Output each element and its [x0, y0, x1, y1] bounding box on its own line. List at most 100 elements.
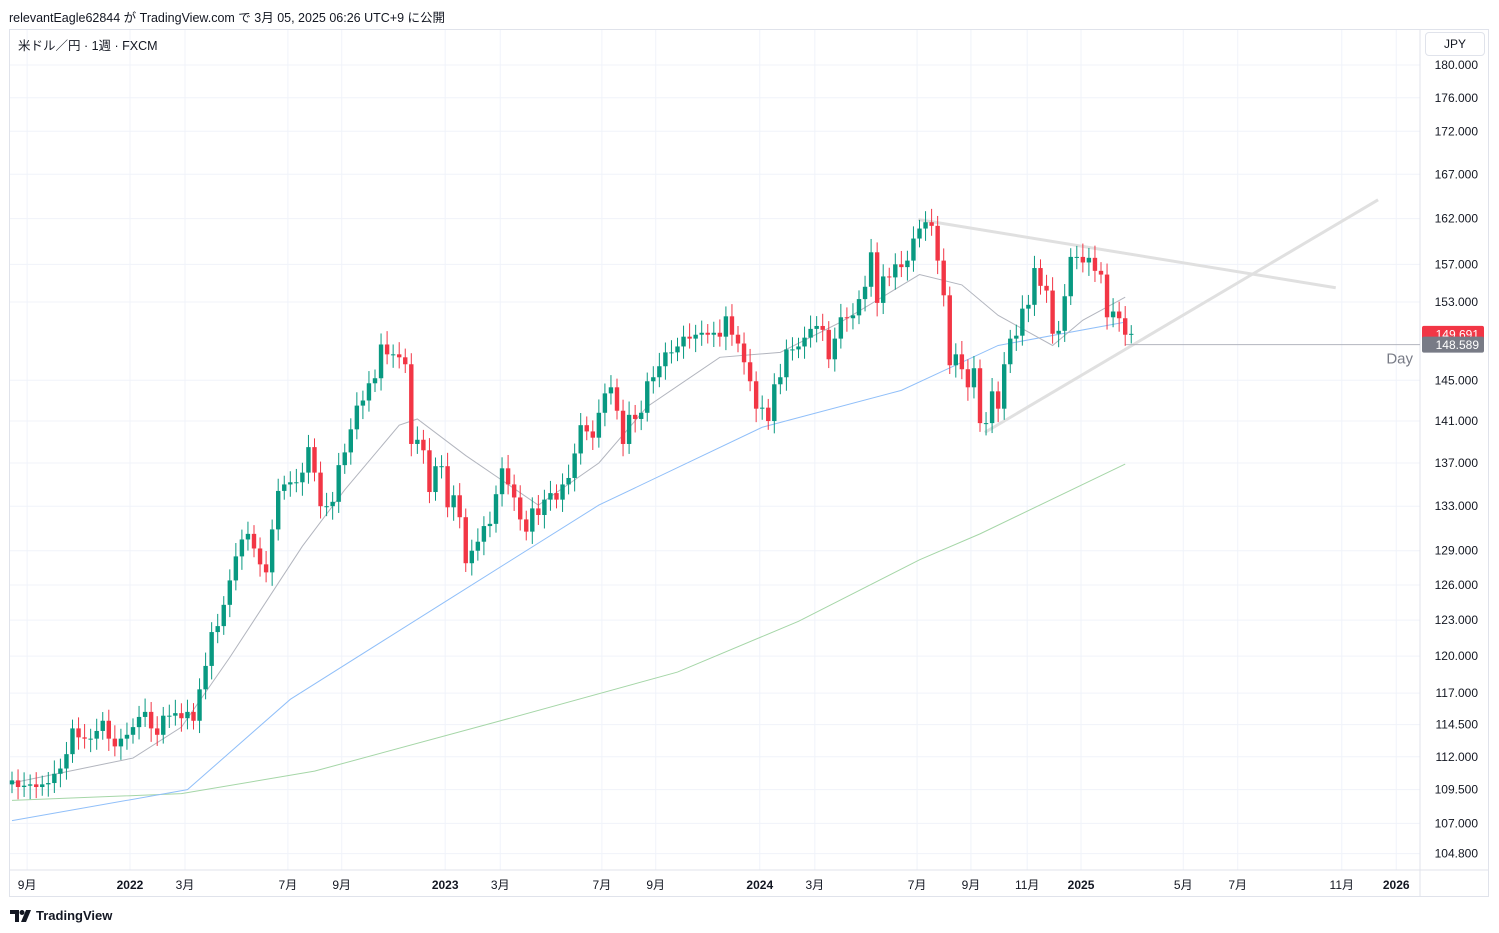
candle-body — [560, 484, 565, 500]
candle-body — [173, 713, 178, 716]
y-tick-label: 123.000 — [1435, 613, 1479, 627]
candle-body — [263, 564, 269, 573]
candle — [1080, 243, 1086, 273]
candle-body — [282, 484, 287, 491]
candle — [850, 303, 856, 330]
candle — [354, 392, 360, 440]
candle — [445, 452, 450, 518]
x-tick-label: 9月 — [646, 878, 665, 892]
x-tick-label: 3月 — [176, 878, 195, 892]
candle-body — [46, 783, 51, 785]
candle — [717, 319, 723, 347]
candle-body — [239, 539, 245, 557]
candle — [778, 363, 783, 395]
candle-body — [699, 332, 704, 335]
candle — [288, 471, 293, 497]
candle — [1123, 306, 1128, 346]
x-tick-label: 2025 — [1068, 878, 1095, 892]
candle — [518, 485, 523, 531]
y-tick-label: 109.500 — [1435, 783, 1479, 797]
candle-body — [439, 466, 444, 468]
candle-body — [233, 556, 239, 581]
x-tick-label: 2026 — [1383, 878, 1410, 892]
candle-body — [1080, 256, 1086, 263]
candle — [1056, 320, 1061, 348]
candle — [766, 398, 771, 430]
candle-body — [1056, 330, 1061, 334]
y-tick-label: 126.000 — [1435, 578, 1479, 592]
candle — [1116, 301, 1122, 332]
candle-body — [578, 425, 583, 454]
candle — [330, 491, 335, 520]
candle-body — [1020, 308, 1025, 336]
moving-average-mid — [11, 321, 1126, 822]
candle — [1074, 245, 1079, 270]
candle-body — [245, 533, 251, 540]
candle-body — [784, 349, 789, 378]
tradingview-logo[interactable]: TradingView — [10, 908, 112, 923]
candle — [614, 378, 620, 420]
candle-body — [451, 495, 456, 508]
candle — [620, 399, 626, 457]
candle — [923, 211, 928, 241]
candle — [814, 316, 819, 343]
candle-body — [941, 260, 946, 296]
candle — [505, 454, 511, 495]
moving-average-short — [11, 274, 1126, 784]
candle-body — [947, 295, 952, 366]
candle-body — [457, 495, 462, 518]
candle-body — [705, 332, 710, 335]
candle-body — [88, 738, 93, 740]
candle — [227, 569, 232, 618]
candle-body — [572, 453, 577, 478]
candle — [167, 704, 172, 728]
candle — [596, 399, 602, 448]
candle — [142, 698, 148, 727]
currency-button[interactable]: JPY — [1425, 32, 1485, 56]
candle-body — [1092, 257, 1098, 271]
candle — [959, 340, 965, 380]
candle-body — [312, 447, 317, 473]
candle-body — [766, 407, 771, 422]
candle — [209, 622, 214, 680]
candle-body — [1098, 270, 1104, 275]
candle — [360, 390, 366, 420]
candle-body — [481, 526, 487, 542]
candle-body — [530, 508, 535, 532]
candle-body — [82, 737, 87, 739]
candle — [772, 373, 777, 434]
candle-body — [499, 468, 505, 495]
candle-body — [112, 738, 118, 747]
candle — [312, 438, 317, 482]
candle-body — [881, 276, 886, 303]
candle-body — [300, 472, 305, 483]
candle-body — [185, 711, 190, 719]
candle — [58, 758, 63, 788]
candle-body — [608, 387, 614, 394]
candle — [191, 703, 196, 730]
candle — [868, 238, 874, 297]
x-tick-label: 7月 — [1228, 878, 1247, 892]
candle — [499, 457, 505, 507]
candle — [384, 331, 390, 365]
y-tick-label: 137.000 — [1435, 456, 1479, 470]
candle — [100, 712, 105, 740]
candle — [753, 371, 759, 423]
candle-body — [681, 336, 686, 347]
candle-body — [342, 452, 347, 466]
candle-body — [711, 332, 716, 335]
candle-body — [717, 332, 723, 337]
candle-body — [384, 344, 390, 355]
candle — [1062, 284, 1067, 342]
candle — [977, 359, 983, 432]
candle — [1086, 247, 1092, 276]
candle-body — [832, 338, 837, 360]
candle — [1002, 352, 1007, 420]
candle — [1044, 274, 1049, 303]
candle — [82, 724, 87, 749]
candle — [161, 706, 166, 744]
candle — [639, 400, 644, 431]
candle-body — [917, 228, 922, 239]
